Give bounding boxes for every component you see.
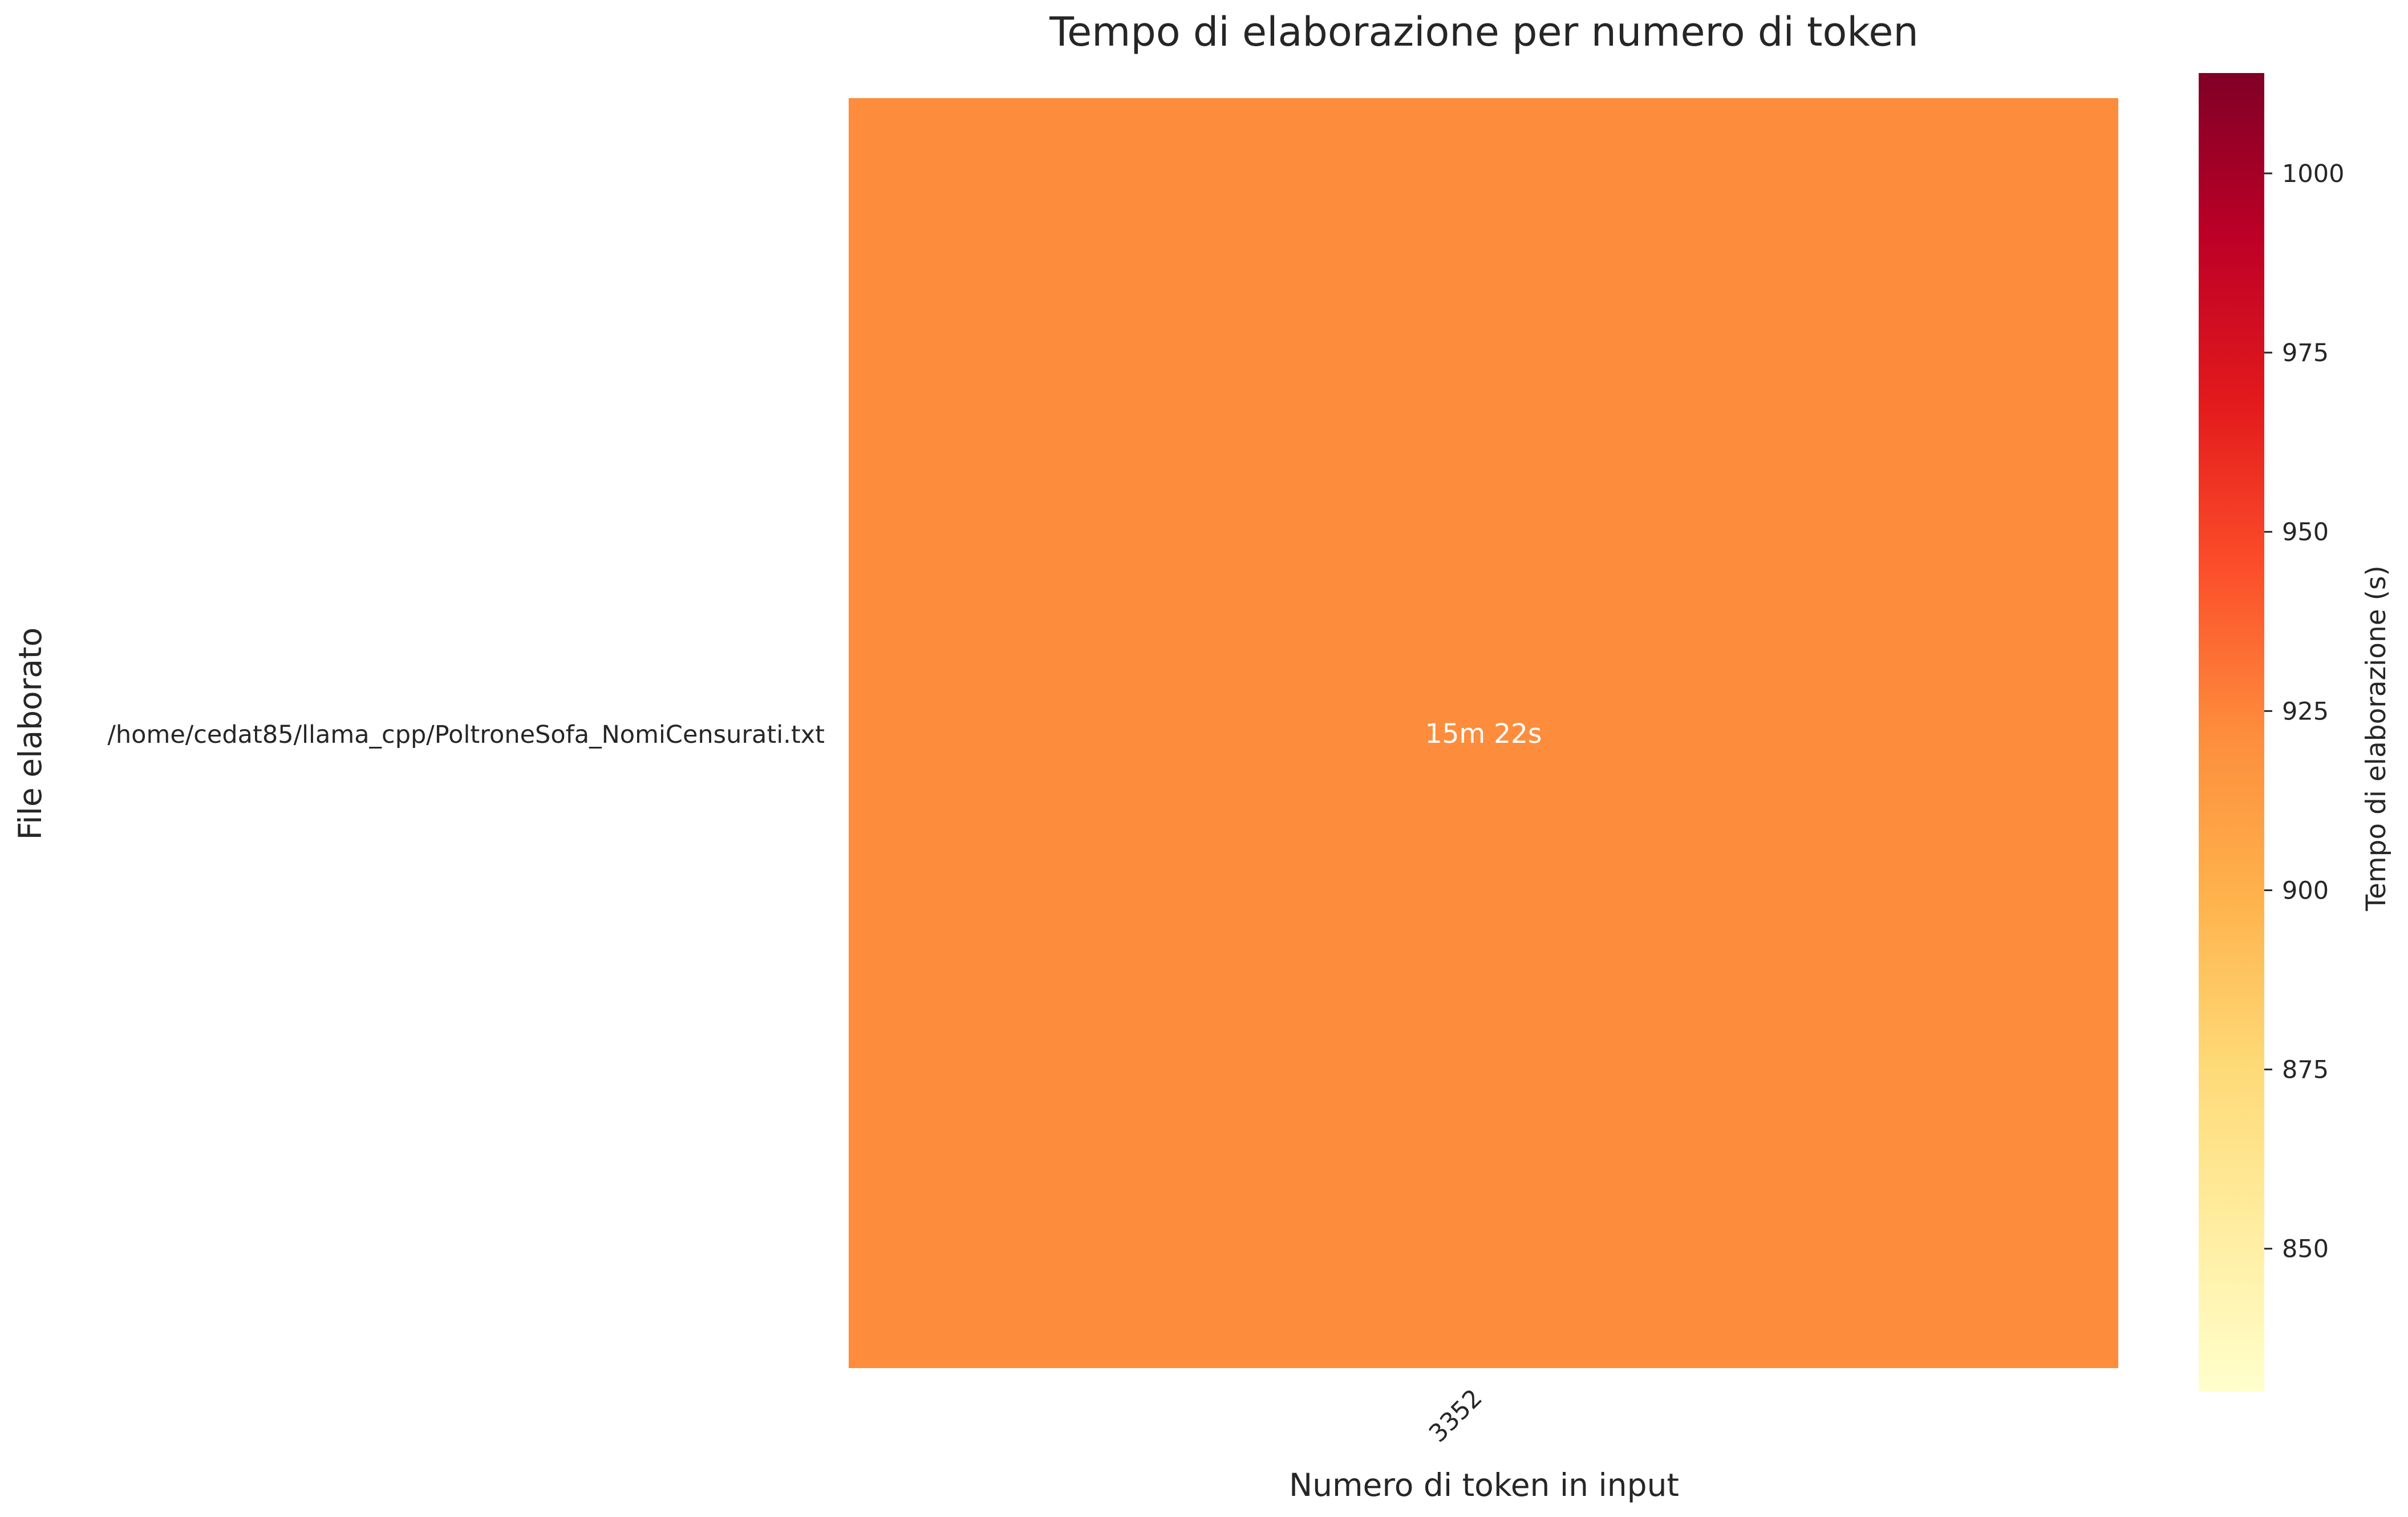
colorbar-tick-label: 900 [2282, 876, 2329, 905]
x-axis-label: Numero di token in input [1289, 1467, 1679, 1503]
x-tick-labels: 3352 [1424, 1383, 1488, 1448]
colorbar-tick-label: 875 [2282, 1056, 2329, 1085]
y-tick-label: /home/cedat85/llama_cpp/PoltroneSofa_Nom… [107, 721, 825, 749]
heatmap-cells: 15m 22s [849, 98, 2118, 1368]
colorbar-ticks: 850 875 900 925 950 975 1000 [2264, 160, 2344, 1264]
colorbar-tick-label: 850 [2282, 1235, 2329, 1264]
y-tick-labels: /home/cedat85/llama_cpp/PoltroneSofa_Nom… [107, 721, 825, 749]
heatmap-cell [849, 98, 2118, 1368]
colorbar-tick-label: 975 [2282, 339, 2329, 367]
colorbar-tick-label: 950 [2282, 518, 2329, 547]
x-tick-label: 3352 [1424, 1383, 1488, 1448]
colorbar [2199, 73, 2264, 1392]
chart-title: Tempo di elaborazione per numero di toke… [1049, 9, 1919, 55]
y-axis-label: File elaborato [12, 628, 48, 840]
cell-label: 15m 22s [1425, 718, 1542, 750]
colorbar-tick-label: 925 [2282, 697, 2329, 726]
colorbar-tick-label: 1000 [2282, 160, 2344, 188]
colorbar-label: Tempo di elaborazione (s) [2361, 565, 2392, 912]
